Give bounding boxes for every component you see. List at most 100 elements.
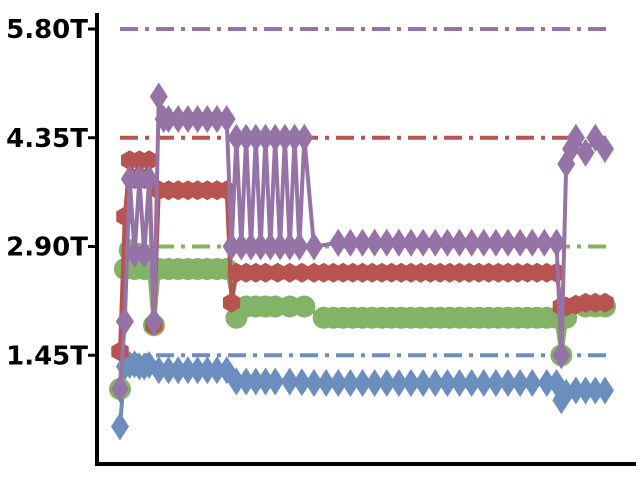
series-3-point-2 <box>120 165 139 193</box>
series-2-point-16 <box>222 292 241 313</box>
series-3-fill-marker <box>462 228 481 257</box>
series-3-point-47 <box>566 123 585 152</box>
series-3-point-48 <box>576 138 595 167</box>
series-3-point-43 <box>547 228 566 257</box>
y-tick-label-0: 1.45T <box>6 341 88 371</box>
series-3-point-38 <box>426 228 445 257</box>
series-3-point-12 <box>178 105 197 133</box>
series-3-point-25 <box>261 232 280 261</box>
series-3-fill-marker <box>341 228 360 257</box>
series-3-point-1 <box>115 307 134 336</box>
series-3-point-6 <box>140 165 159 193</box>
series-0-point-7 <box>149 356 168 385</box>
series-0-point-27 <box>450 369 469 397</box>
series-3-point-28 <box>275 123 294 152</box>
series-0-point-15 <box>227 367 246 396</box>
y-ticks: 1.45T 2.90T 4.35T 5.80T <box>6 15 97 371</box>
series-3-point-24 <box>256 123 275 152</box>
series-0-point-11 <box>188 356 207 385</box>
series-0-fill-marker <box>389 369 408 397</box>
series-3-point-44 <box>552 341 571 370</box>
series-3-point-39 <box>450 228 469 257</box>
series-0-point-26 <box>426 369 445 397</box>
series-1-point-22 <box>293 295 316 318</box>
series-3-point-21 <box>241 232 260 261</box>
series-3-point-11 <box>169 105 188 133</box>
series-0-point-24 <box>377 369 396 397</box>
series-3-point-18 <box>227 123 246 152</box>
series-3-point-27 <box>271 232 290 261</box>
series-0-fill-marker <box>486 369 505 397</box>
series-3-point-10 <box>159 105 178 133</box>
series-3-point-0 <box>111 375 129 403</box>
series-0-point-9 <box>169 356 188 385</box>
series-0-point-37 <box>586 376 605 405</box>
series-0-point-28 <box>474 369 493 397</box>
series-3-point-8 <box>149 82 168 111</box>
series-3-fill-marker <box>535 228 554 257</box>
series-3-point-36 <box>377 228 396 257</box>
series-0-point-16 <box>237 367 256 396</box>
series-0-point-29 <box>499 369 517 397</box>
series-3-fill-marker <box>486 228 505 257</box>
series-0-point-18 <box>256 367 275 396</box>
series-3-point-17 <box>222 232 241 261</box>
series-3-point-14 <box>198 105 217 133</box>
series-3-point-5 <box>135 240 154 268</box>
y-tick-label-1: 2.90T <box>6 233 88 263</box>
series-0-point-21 <box>305 369 323 397</box>
series-3-point-37 <box>402 228 420 257</box>
series-3-point-35 <box>353 228 372 257</box>
series-3-point-32 <box>295 123 314 152</box>
series-3-fill-marker <box>414 228 433 257</box>
series-3-point-23 <box>251 232 270 261</box>
series-3-point-4 <box>130 165 149 193</box>
series-3-point-29 <box>280 232 299 261</box>
series-0-point-25 <box>402 369 420 397</box>
axes <box>95 13 636 466</box>
series-3-point-13 <box>188 105 207 133</box>
series-0-point-20 <box>280 367 299 396</box>
series-0-point-31 <box>537 369 556 397</box>
series-0-point-22 <box>329 369 348 397</box>
series-layer <box>109 82 616 441</box>
series-3-point-3 <box>125 240 144 268</box>
series-0-fill-marker <box>341 369 360 397</box>
series-0-point-13 <box>208 356 226 385</box>
series-3-point-34 <box>329 228 348 257</box>
series-2-point-6 <box>140 150 158 171</box>
series-0-point-8 <box>159 356 178 385</box>
series-3-point-31 <box>290 232 309 261</box>
series-3-point-42 <box>523 228 542 257</box>
series-0-point-30 <box>523 369 542 397</box>
series-0-fill-marker <box>462 369 481 397</box>
series-3-point-40 <box>474 228 493 257</box>
series-0 <box>111 350 614 441</box>
series-0-point-19 <box>266 367 285 396</box>
series-0-point-36 <box>576 376 595 405</box>
series-3-fill-marker <box>389 228 408 257</box>
series-3-point-16 <box>217 105 236 133</box>
series-3-fill-marker <box>365 228 384 257</box>
series-0-fill-marker <box>511 369 530 397</box>
series-3-point-41 <box>499 228 517 257</box>
series-3-point-15 <box>208 105 226 133</box>
series-0-point-10 <box>178 356 197 385</box>
series-3-point-26 <box>266 123 285 152</box>
series-0-fill-marker <box>292 368 311 397</box>
series-0-point-35 <box>566 376 585 405</box>
series-3-point-30 <box>285 123 304 152</box>
series-0-point-0 <box>111 412 129 441</box>
y-tick-label-3: 5.80T <box>6 15 88 45</box>
series-3-point-22 <box>246 123 265 152</box>
series-3-point-20 <box>237 123 256 152</box>
y-tick-label-2: 4.35T <box>6 124 88 154</box>
series-3-point-19 <box>232 232 251 261</box>
series-2-point-31 <box>596 292 614 313</box>
series-0-fill-marker <box>414 369 433 397</box>
series-3-point-50 <box>596 135 614 163</box>
series-0-point-38 <box>596 376 614 405</box>
series-0-point-17 <box>246 367 265 396</box>
series-1 <box>109 239 616 400</box>
